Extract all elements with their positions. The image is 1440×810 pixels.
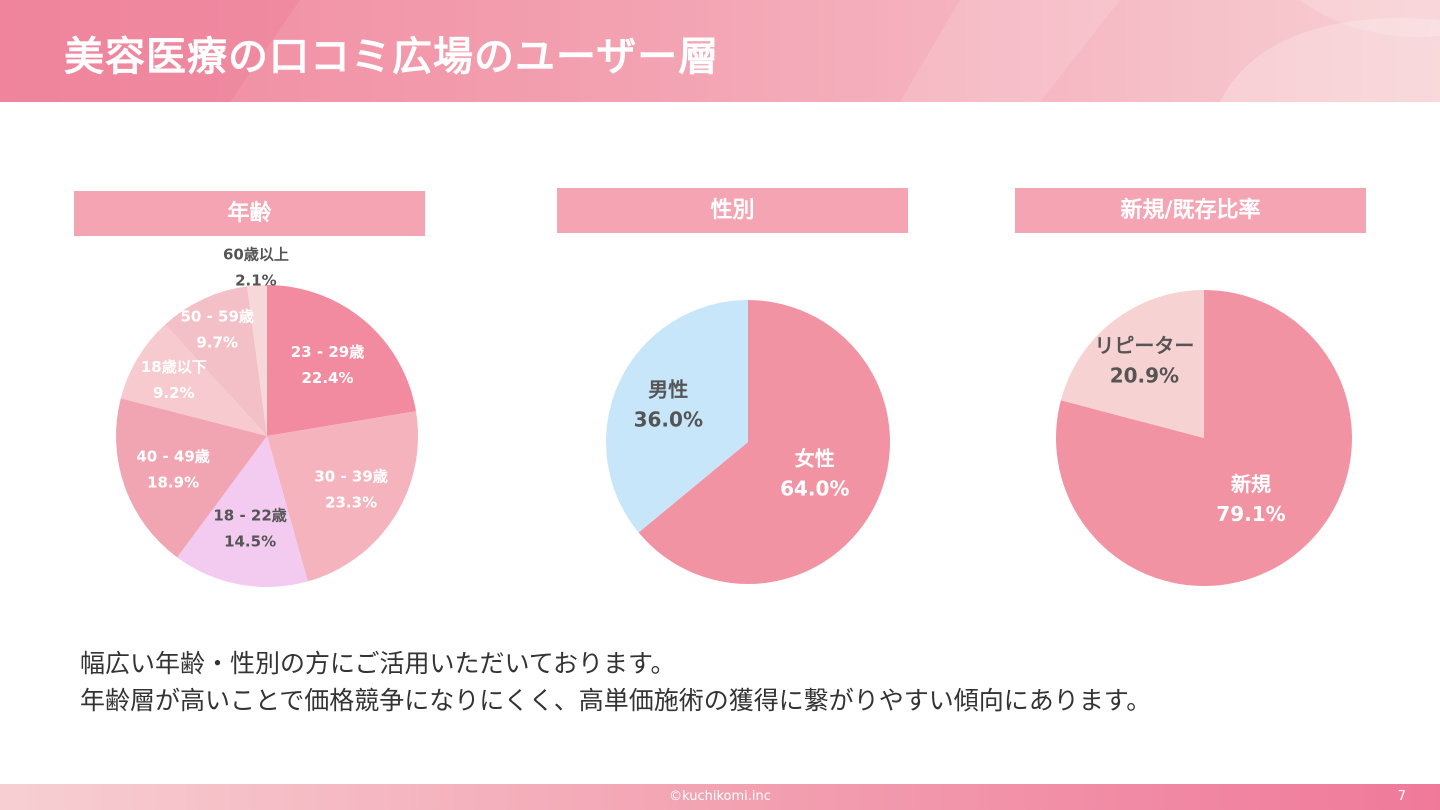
- age-slice-label: 18 - 22歳: [213, 506, 286, 524]
- age-pie-slice: [267, 285, 416, 436]
- age-pie-slice: [120, 324, 267, 436]
- ratio-chart-title: 新規/既存比率: [1015, 188, 1366, 233]
- gender-pie-slice: [606, 300, 748, 533]
- gender-slice-label: 男性: [648, 378, 688, 402]
- age-slice-label: 40 - 49歳: [136, 448, 209, 466]
- ratio-pie-slice: [1055, 290, 1352, 586]
- age-slice-value: 22.4%: [301, 369, 353, 387]
- description: 幅広い年齢・性別の方にご活用いただいております。 年齢層が高いことで価格競争にな…: [80, 645, 1400, 719]
- age-slice-label: 18歳以下: [141, 358, 207, 376]
- age-pie-slice: [177, 436, 308, 588]
- copyright: ©kuchikomi.inc: [669, 789, 771, 804]
- age-slice-value: 18.9%: [147, 474, 199, 492]
- age-slice-value: 14.5%: [224, 532, 276, 550]
- age-slice-value: 23.3%: [325, 494, 377, 512]
- age-slice-label: 30 - 39歳: [314, 468, 387, 486]
- age-pie-labels: 23 - 29歳 22.4% 30 - 39歳 23.3% 18 - 22歳 14.5% 4…: [136, 246, 387, 551]
- page-title: 美容医療の口コミ広場のユーザー層: [64, 34, 720, 80]
- ratio-slice-value: 79.1%: [1216, 502, 1285, 526]
- pie-charts: 23 - 29歳 22.4% 30 - 39歳 23.3% 18 - 22歳 14.5% 4…: [115, 246, 1352, 588]
- age-pie-slice: [115, 398, 267, 558]
- ratio-pie-slice: [1060, 290, 1204, 438]
- ratio-pie-labels: 新規 79.1% リピーター 20.9%: [1094, 334, 1285, 526]
- header-decoration: [0, 0, 1440, 102]
- ratio-slice-value: 20.9%: [1110, 364, 1179, 388]
- age-pie-slice: [165, 286, 267, 436]
- gender-pie-slice: [638, 300, 891, 584]
- age-slice-value: 9.2%: [153, 384, 195, 402]
- page-number: 7: [1397, 789, 1406, 804]
- description-line-2: 年齢層が高いことで価格競争になりにくく、高単価施術の獲得に繋がりやすい傾向にあり…: [80, 686, 1152, 715]
- gender-slice-value: 64.0%: [780, 476, 849, 500]
- age-slice-label: 60歳以上: [223, 246, 289, 264]
- age-pie-slice: [267, 411, 418, 582]
- gender-slice-label: 女性: [795, 446, 835, 470]
- header-banner: 美容医療の口コミ広場のユーザー層: [0, 0, 1440, 102]
- age-slice-label: 50 - 59歳: [180, 308, 253, 326]
- ratio-slice-label: リピーター: [1094, 334, 1194, 358]
- ratio-pie: [1055, 290, 1352, 586]
- footer-bar: ©kuchikomi.inc 7: [0, 784, 1440, 810]
- age-slice-label: 23 - 29歳: [291, 343, 364, 361]
- age-pie: [115, 285, 418, 588]
- age-slice-value: 9.7%: [196, 334, 238, 352]
- gender-slice-value: 36.0%: [634, 408, 703, 432]
- gender-chart-title: 性別: [557, 188, 908, 233]
- ratio-slice-label: 新規: [1231, 472, 1271, 496]
- age-chart-title: 年齢: [74, 191, 425, 236]
- gender-pie-labels: 女性 64.0% 男性 36.0%: [634, 378, 850, 501]
- age-slice-value: 2.1%: [235, 272, 277, 290]
- gender-pie: [606, 300, 891, 584]
- age-pie-slice: [247, 285, 267, 436]
- description-line-1: 幅広い年齢・性別の方にご活用いただいております。: [80, 649, 676, 678]
